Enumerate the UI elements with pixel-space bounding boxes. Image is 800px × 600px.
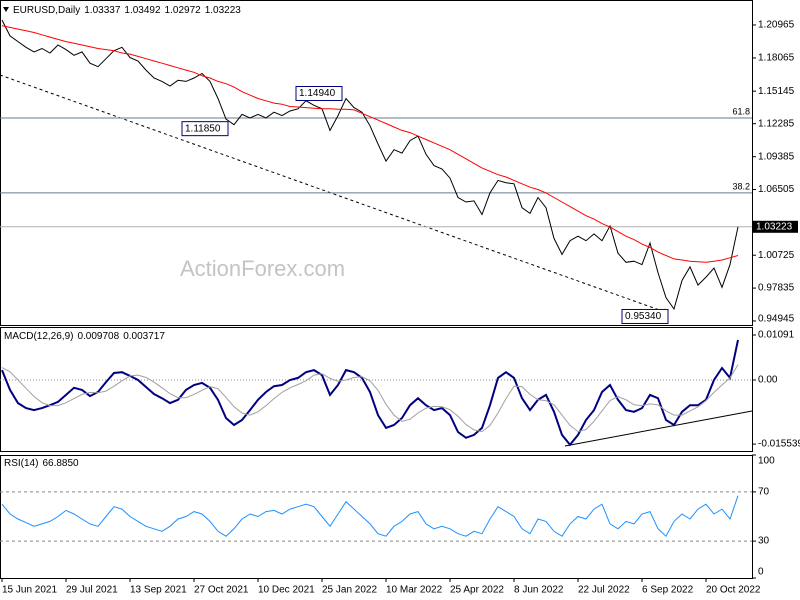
watermark: ActionForex.com (180, 256, 345, 281)
y-tick-label: 30 (758, 536, 770, 547)
y-tick-label: 0.00 (758, 375, 778, 386)
x-tick-label: 25 Apr 2022 (450, 585, 504, 596)
y-tick-label: 1.00725 (758, 250, 795, 261)
annotation-box (621, 308, 669, 324)
title-text: MACD(12,26,9) (4, 331, 73, 342)
level-label: 61.8 (732, 106, 750, 116)
trend-line (0, 74, 666, 313)
annotation-box (181, 121, 229, 137)
x-tick-label: 25 Jan 2022 (322, 585, 377, 596)
x-tick-label: 15 Jun 2021 (2, 585, 57, 596)
macd-trend-line (564, 410, 753, 447)
panel-title: RSI(14) 66.8850 (4, 458, 79, 469)
title-text: RSI(14) (4, 458, 38, 469)
last-price-label: 1.03223 (756, 221, 793, 232)
title-value: 66.8850 (42, 458, 79, 469)
series-line (1, 25, 739, 263)
series-line (1, 364, 739, 433)
y-tick-label: 1.09385 (758, 151, 795, 162)
x-tick-label: 20 Oct 2022 (706, 585, 761, 596)
title-value: 1.03337 (84, 5, 121, 16)
y-tick-label: 1.20965 (758, 20, 795, 31)
panel-frame (0, 0, 753, 326)
x-tick-label: 13 Sep 2021 (130, 585, 187, 596)
annotation-label: 1.11850 (185, 123, 221, 134)
y-tick-label: 100 (758, 456, 775, 467)
panel-frame (0, 455, 753, 579)
title-value: 0.003717 (123, 331, 165, 342)
y-tick-label: 70 (758, 487, 770, 498)
y-tick-label: 0.94945 (758, 314, 795, 325)
y-tick-label: 0.97835 (758, 283, 795, 294)
x-tick-label: 29 Jul 2021 (66, 585, 118, 596)
x-tick-label: 6 Sep 2022 (642, 585, 694, 596)
x-tick-label: 22 Jul 2022 (578, 585, 630, 596)
series-line (1, 339, 739, 447)
x-tick-label: 10 Dec 2021 (258, 585, 315, 596)
series-line (1, 495, 739, 538)
level-label: 38.2 (732, 181, 750, 191)
title-value: 1.03223 (205, 5, 242, 16)
y-tick-label: -0.015539 (758, 439, 800, 450)
title-text: EURUSD,Daily (13, 5, 80, 16)
y-tick-label: 0 (758, 567, 764, 578)
title-value: 1.03492 (124, 5, 161, 16)
y-tick-label: 1.06505 (758, 184, 795, 195)
y-tick-label: 0.01091 (758, 330, 795, 341)
y-tick-label: 1.12285 (758, 118, 795, 129)
x-tick-label: 10 Mar 2022 (386, 585, 443, 596)
title-value: 1.02972 (165, 5, 202, 16)
menu-arrow (3, 7, 9, 12)
x-tick-label: 8 Jun 2022 (514, 585, 564, 596)
panel-title: MACD(12,26,9) 0.009708 0.003717 (4, 331, 165, 342)
x-tick-label: 27 Oct 2021 (194, 585, 249, 596)
panel-title: EURUSD,Daily 1.03337 1.03492 1.02972 1.03223 (13, 5, 241, 16)
annotation-label: 0.95340 (625, 311, 662, 322)
annotation-box (295, 86, 343, 102)
y-tick-label: 1.18065 (758, 53, 795, 64)
series-line (1, 19, 739, 311)
y-tick-label: 1.15145 (758, 86, 795, 97)
annotation-label: 1.14940 (299, 88, 336, 99)
last-price-box (753, 220, 798, 233)
title-value: 0.009708 (77, 331, 119, 342)
panel-frame (0, 327, 753, 452)
